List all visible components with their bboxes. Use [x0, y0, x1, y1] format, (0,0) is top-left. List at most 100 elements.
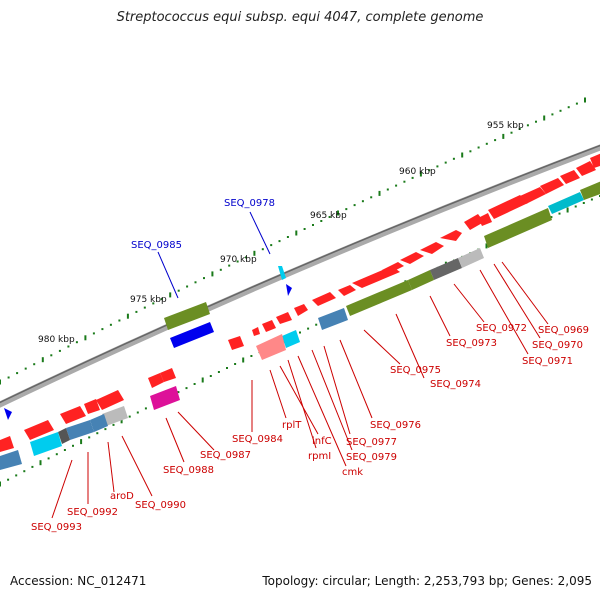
gene-label: SEQ_0992	[67, 507, 118, 518]
tick-mark	[485, 243, 488, 249]
tick-mark	[370, 196, 373, 199]
gene-label: SEQ_0973	[446, 338, 497, 349]
tick-mark	[72, 444, 74, 447]
gene-arrow	[478, 213, 492, 226]
gene-label: SEQ_0976	[370, 420, 421, 431]
trna-marker	[4, 408, 12, 420]
tick-mark	[7, 376, 10, 379]
tick-mark	[452, 157, 455, 160]
gene-label: SEQ_0972	[476, 323, 527, 334]
tick-mark	[15, 474, 18, 477]
tick-mark	[234, 363, 237, 365]
cyan-block	[30, 432, 62, 456]
tick-mark	[24, 367, 27, 370]
tick-mark	[278, 240, 281, 243]
accession-label: Accession: NC_012471	[10, 574, 147, 588]
tick-mark	[50, 354, 53, 357]
tick-mark	[378, 190, 381, 196]
tick-mark	[250, 355, 253, 357]
rrna-block	[346, 280, 412, 316]
tick-mark	[428, 169, 431, 172]
tick-mark	[444, 161, 447, 164]
tick-mark	[0, 379, 1, 385]
tick-mark	[112, 423, 115, 426]
gene-block	[0, 450, 22, 470]
tick-mark	[295, 230, 298, 236]
tick-mark	[312, 224, 314, 226]
gene-block	[102, 406, 128, 426]
tick-mark	[104, 428, 107, 431]
gene-label: SEQ_0984	[232, 434, 283, 445]
gene-label: SEQ_0977	[346, 437, 397, 448]
tick-label: 980 kbp	[38, 335, 75, 345]
backbone	[0, 144, 600, 408]
gene-arrow	[96, 390, 124, 410]
gene-arrow	[312, 292, 336, 306]
magenta-block	[150, 386, 180, 410]
tick-mark	[574, 205, 577, 208]
tick-mark	[152, 302, 155, 305]
gene-label: SEQ_0971	[522, 356, 573, 367]
tick-mark	[203, 277, 205, 280]
tick-mark	[143, 306, 146, 309]
gene-arrow	[160, 368, 176, 382]
gene-arrow	[540, 178, 564, 194]
tick-mark	[177, 391, 180, 394]
gene-label: SEQ_0993	[31, 522, 82, 533]
tick-mark	[101, 328, 104, 331]
tick-mark	[126, 313, 129, 319]
tick-mark	[320, 220, 323, 222]
tick-mark	[299, 331, 301, 334]
gene-block	[58, 428, 70, 444]
rrna-block	[408, 270, 434, 290]
tick-mark	[584, 97, 586, 103]
gene-label: SEQ_0990	[135, 500, 186, 511]
tick-mark	[41, 357, 44, 363]
tick-mark	[0, 481, 1, 487]
tick-mark	[361, 200, 364, 203]
gene-block	[430, 258, 462, 280]
tick-mark	[477, 146, 480, 149]
gene-arrow	[276, 312, 292, 324]
gene-arrow	[400, 252, 424, 264]
gene-label: cmk	[342, 467, 363, 478]
tick-mark	[386, 188, 389, 191]
tick-mark	[510, 131, 513, 134]
tick-mark	[403, 180, 406, 183]
tick-mark	[345, 208, 348, 211]
gene-labels: SEQ_0978 SEQ_0985 SEQ_0969 SEQ_0970 SEQ_…	[31, 198, 589, 533]
tick-mark	[551, 113, 554, 116]
gene-block	[66, 420, 94, 440]
tick-mark	[558, 212, 561, 215]
gene-arrow	[420, 242, 444, 254]
map-title: Streptococcus equi subsp. equi 4047, com…	[116, 10, 484, 25]
leader-lines	[51, 211, 549, 519]
gene-arrow	[148, 373, 164, 388]
rrna-block	[580, 181, 600, 200]
tick-mark	[303, 228, 306, 230]
tick-mark	[67, 345, 70, 348]
tick-mark	[353, 204, 356, 207]
tick-mark	[261, 248, 264, 251]
gene-label: rpmI	[308, 451, 331, 462]
rrna-block	[164, 302, 210, 330]
gene-label: SEQ_0985	[131, 240, 182, 251]
tick-mark	[307, 327, 310, 330]
gene-label: SEQ_0978	[224, 198, 275, 209]
gene-arrow	[352, 266, 400, 288]
tick-mark	[436, 165, 439, 168]
tick-mark	[590, 198, 593, 201]
tick-mark	[242, 357, 245, 363]
tick-mark	[7, 478, 10, 481]
tick-mark	[31, 465, 34, 468]
tick-mark	[169, 292, 172, 298]
tick-mark	[109, 323, 112, 326]
tick-mark	[16, 372, 19, 375]
gene-arrow	[294, 304, 308, 316]
tick-mark	[518, 128, 521, 130]
tick-mark	[328, 216, 331, 218]
tick-mark	[337, 210, 339, 216]
tick-mark	[567, 106, 570, 109]
outer-tick-ring	[0, 97, 586, 385]
tick-mark	[193, 383, 196, 385]
